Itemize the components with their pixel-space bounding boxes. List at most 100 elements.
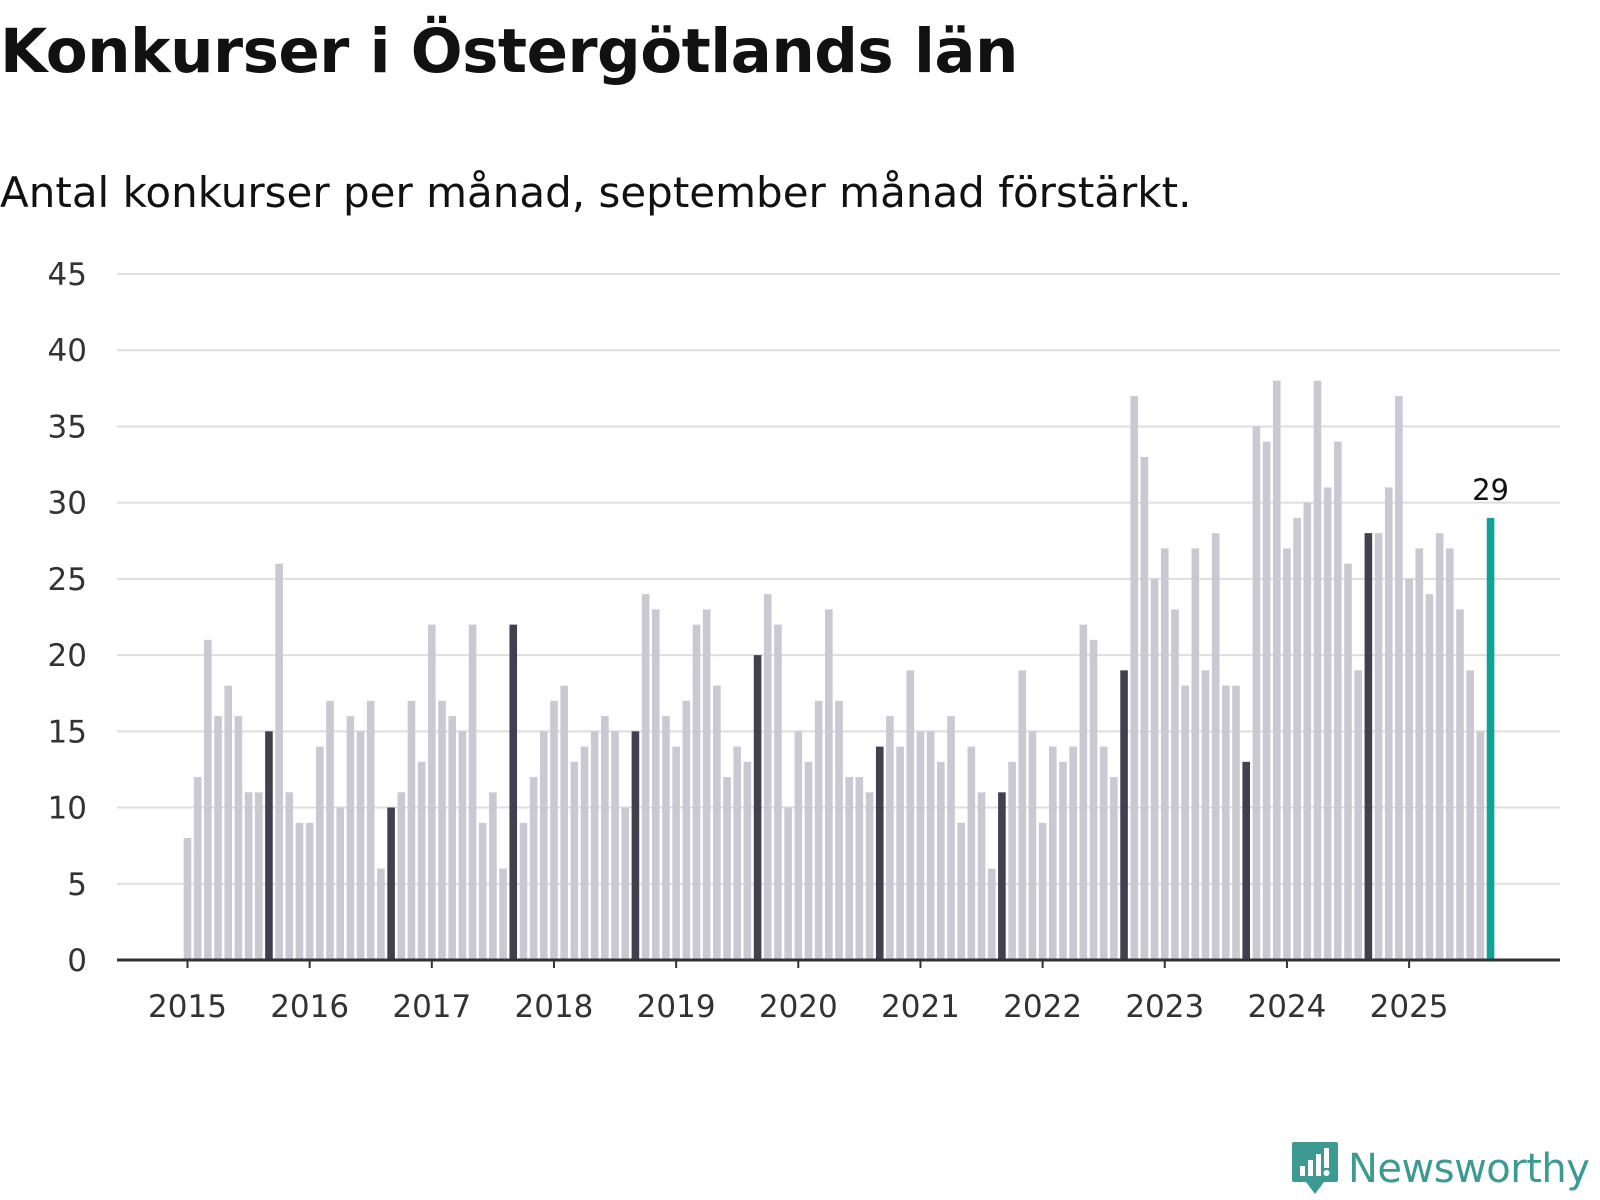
y-tick-label: 40 (48, 333, 87, 369)
newsworthy-logo[interactable]: Newsworthy (1290, 1140, 1590, 1198)
bar (1099, 746, 1108, 960)
bar (560, 685, 568, 960)
bar (855, 777, 864, 960)
bar (601, 716, 609, 960)
bar (845, 777, 853, 960)
bar (1395, 395, 1403, 960)
y-tick-label: 10 (48, 791, 87, 827)
x-tick-label: 2016 (270, 989, 349, 1025)
bar (1323, 487, 1332, 960)
bar (1364, 533, 1373, 960)
bar (865, 792, 874, 960)
x-tick-label: 2022 (1003, 989, 1082, 1025)
bar (753, 655, 762, 960)
bar (1069, 746, 1077, 960)
bar (377, 868, 385, 960)
y-tick-label: 35 (48, 409, 87, 445)
bar (590, 731, 599, 960)
bar (896, 746, 904, 960)
bar (906, 670, 915, 960)
x-tick-label: 2025 (1370, 989, 1449, 1025)
bar (998, 792, 1006, 960)
bar (1435, 533, 1444, 960)
bar (987, 868, 996, 960)
bar (1242, 761, 1251, 960)
bar (1171, 609, 1179, 960)
bar (275, 563, 283, 960)
bar (1252, 426, 1261, 960)
bar (1313, 380, 1322, 960)
bar (713, 685, 721, 960)
y-tick-label: 0 (67, 943, 87, 979)
bar (265, 731, 273, 960)
bar (1201, 670, 1210, 960)
bar (784, 807, 792, 960)
bar (1120, 670, 1128, 960)
bar (407, 700, 416, 960)
y-tick-label: 45 (48, 257, 87, 293)
x-tick-label: 2015 (148, 989, 227, 1025)
bar (1008, 761, 1016, 960)
bar (1354, 670, 1362, 960)
bar (346, 716, 355, 960)
x-tick-label: 2021 (881, 989, 960, 1025)
bar (825, 609, 833, 960)
y-tick-label: 30 (48, 486, 87, 522)
chart-subtitle: Antal konkurser per månad, september mån… (0, 168, 1192, 217)
bar (570, 761, 579, 960)
bar (1181, 685, 1189, 960)
bar (1466, 670, 1474, 960)
bar (285, 792, 294, 960)
bar (183, 838, 192, 960)
bar (733, 746, 742, 960)
bar (1130, 395, 1139, 960)
bar (580, 746, 589, 960)
bar (1079, 624, 1088, 960)
bar (1049, 746, 1057, 960)
bar (692, 624, 701, 960)
bar (794, 731, 803, 960)
bar (702, 609, 711, 960)
newsworthy-logo-icon (1292, 1142, 1338, 1194)
bar (336, 807, 344, 960)
bar (611, 731, 619, 960)
bar (387, 807, 395, 960)
bar (1211, 533, 1220, 960)
bar (234, 716, 243, 960)
bar (1150, 578, 1159, 960)
x-tick-label: 2019 (637, 989, 716, 1025)
bar (428, 624, 436, 960)
bar (417, 761, 426, 960)
x-tick-label: 2018 (515, 989, 594, 1025)
bar (295, 822, 304, 960)
latest-value-label: 29 (1472, 473, 1509, 507)
bar (916, 731, 925, 960)
bar (763, 594, 772, 960)
bar (1038, 822, 1047, 960)
brand-name: Newsworthy (1348, 1146, 1590, 1192)
bar (397, 792, 406, 960)
bar (1059, 761, 1067, 960)
bar (1140, 456, 1149, 960)
bar (214, 716, 222, 960)
bar (1110, 777, 1118, 960)
bar (468, 624, 477, 960)
bar (204, 639, 212, 960)
bar (356, 731, 365, 960)
bar (835, 700, 843, 960)
bar (244, 792, 253, 960)
bar (947, 716, 955, 960)
bar (1283, 548, 1291, 960)
bar (631, 731, 640, 960)
bar (1160, 548, 1169, 960)
bar (1018, 670, 1027, 960)
bar (326, 700, 334, 960)
bar (1222, 685, 1230, 960)
bar (448, 716, 456, 960)
bar (1486, 517, 1495, 960)
x-tick-label: 2020 (759, 989, 838, 1025)
bar (886, 716, 894, 960)
x-tick-label: 2017 (392, 989, 471, 1025)
bar (1089, 639, 1098, 960)
y-tick-label: 20 (48, 638, 87, 674)
